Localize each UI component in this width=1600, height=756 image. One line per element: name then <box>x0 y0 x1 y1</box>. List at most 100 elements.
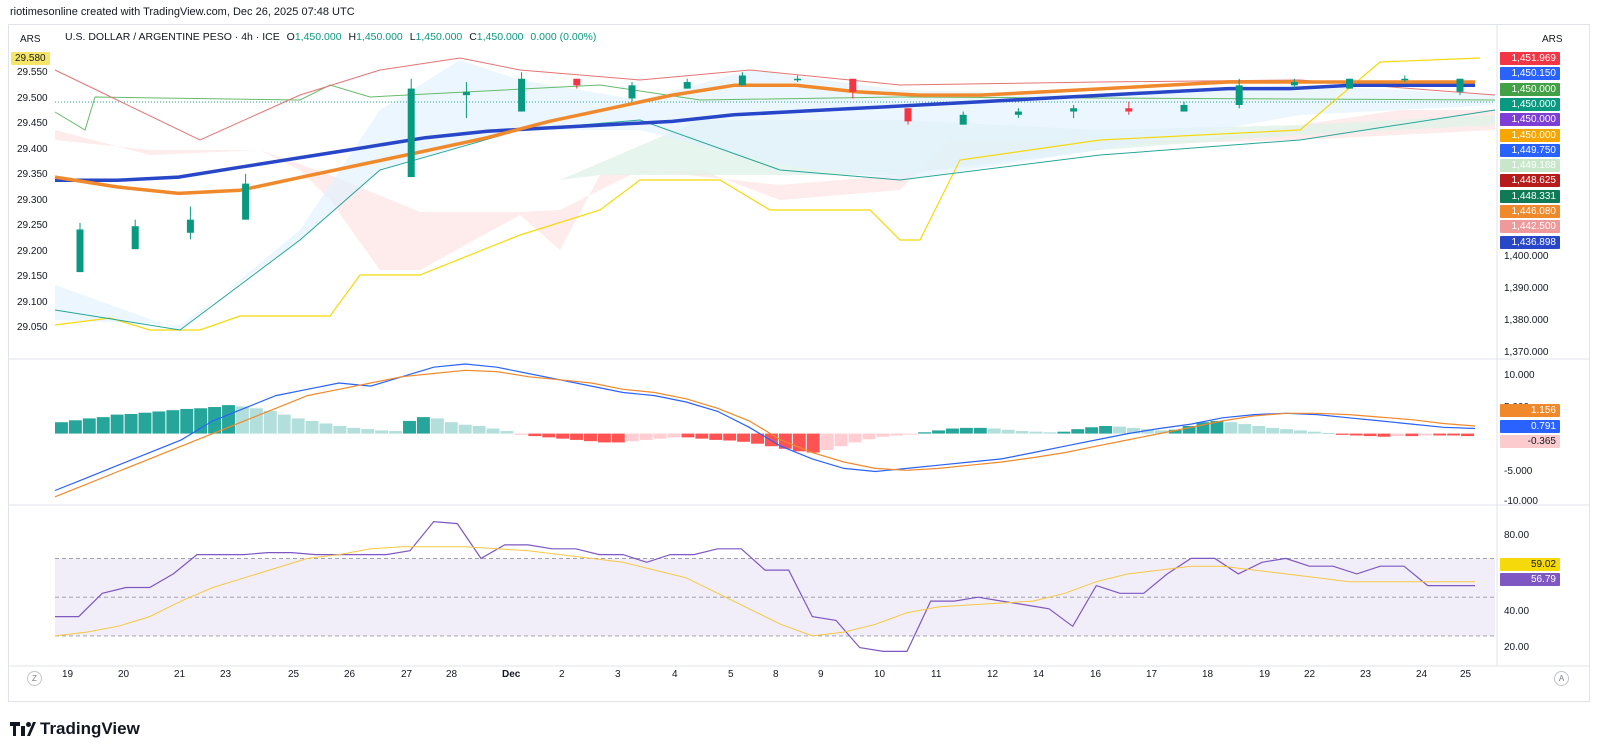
macd-histogram-bar <box>932 430 945 434</box>
chart-frame <box>8 24 1590 702</box>
macd-histogram-bar <box>1377 433 1391 437</box>
macd-histogram-bar <box>1294 430 1307 434</box>
high-value: 1,450.000 <box>356 31 403 43</box>
candle-body <box>462 91 470 96</box>
macd-histogram-bar <box>1252 425 1266 434</box>
time-axis-tick: 22 <box>1304 669 1316 680</box>
macd-histogram-bar <box>1057 431 1071 434</box>
macd-histogram-bar <box>1029 431 1043 434</box>
candle-body <box>1070 108 1078 112</box>
candle-body <box>683 82 691 89</box>
macd-histogram-bar <box>820 433 834 451</box>
right-axis-tick: 1,390.000 <box>1504 283 1549 294</box>
macd-histogram-bar <box>96 417 110 434</box>
macd-histogram-bar <box>709 433 723 440</box>
macd-histogram-bar <box>1307 431 1321 434</box>
time-axis-tick: 23 <box>220 669 232 680</box>
macd-histogram-bar <box>1349 433 1363 436</box>
timezone-button[interactable]: Z <box>27 671 42 686</box>
tradingview-logo[interactable]: TradingView <box>10 719 140 739</box>
candle-body <box>76 229 84 273</box>
left-axis-tick: 29.200 <box>17 245 48 257</box>
macd-histogram-bar <box>458 424 472 434</box>
candle <box>628 82 636 102</box>
candle-body <box>628 85 636 99</box>
macd-axis-tick: 10.000 <box>1504 370 1535 381</box>
macd-histogram-bar <box>416 417 430 434</box>
candle <box>1456 78 1464 96</box>
candle <box>794 75 802 83</box>
macd-histogram-bar <box>1363 433 1377 437</box>
macd-histogram-bar <box>1447 433 1461 436</box>
macd-histogram-bar <box>737 433 751 442</box>
price-tag: 1,450.150 <box>1500 67 1560 81</box>
price-tag: 1,450.000 <box>1500 97 1560 111</box>
rsi-ma-line <box>54 546 1475 637</box>
macd-histogram-bar <box>890 433 904 436</box>
candle-body <box>1290 82 1298 86</box>
open-key: O <box>286 31 295 43</box>
low-value: 1,450.000 <box>415 31 463 43</box>
bollinger-fill <box>55 60 1495 330</box>
candle-body <box>1180 104 1188 112</box>
macd-histogram-bar <box>1321 432 1335 434</box>
time-axis-tick: 10 <box>874 669 886 680</box>
symbol-label[interactable]: U.S. DOLLAR / ARGENTINE PESO · 4h · ICE <box>65 31 280 43</box>
macd-axis-tick: -5.000 <box>1504 466 1533 477</box>
macd-histogram-bar <box>1210 420 1224 434</box>
macd-histogram-bar <box>570 433 584 440</box>
rsi-tag: 56.79 <box>1500 573 1560 586</box>
macd-histogram-bar <box>1140 429 1154 434</box>
macd-histogram-bar <box>472 425 486 434</box>
macd-histogram-bar <box>681 433 695 438</box>
macd-histogram-bar <box>1015 431 1029 434</box>
macd-histogram-bar <box>1085 427 1099 434</box>
macd-histogram-bar <box>639 433 653 440</box>
macd-histogram-bar <box>1001 429 1015 434</box>
left-axis-tick: 29.150 <box>17 271 48 282</box>
time-axis-tick: 27 <box>401 669 413 680</box>
time-axis-tick: 16 <box>1090 669 1102 680</box>
time-axis-tick: 2 <box>559 669 565 680</box>
macd-histogram-bar <box>1280 429 1294 434</box>
chart-header: riotimesonline created with TradingView.… <box>10 6 355 18</box>
time-axis-tick: 28 <box>446 669 458 680</box>
macd-histogram-bar <box>973 427 987 434</box>
candle-body <box>242 183 250 220</box>
candle <box>1235 78 1243 109</box>
tradingview-logo-icon <box>10 722 36 736</box>
macd-line <box>54 363 1476 492</box>
price-tag: 1,451.969 <box>1500 52 1560 65</box>
logo-text: TradingView <box>40 719 140 738</box>
macd-histogram-bar <box>500 431 514 434</box>
macd-axis-tick: -10.000 <box>1504 496 1538 507</box>
low-key: L <box>409 31 416 43</box>
macd-histogram-bar <box>1266 427 1280 434</box>
candle-body <box>794 78 802 81</box>
candle-body <box>407 88 415 178</box>
macd-histogram-bar <box>1071 429 1085 434</box>
time-axis-tick: 23 <box>1360 669 1372 680</box>
candle <box>573 78 581 89</box>
price-tag: 1,446.080 <box>1500 205 1560 218</box>
close-value: 1,450.000 <box>476 31 524 43</box>
macd-histogram-bar <box>959 427 973 434</box>
macd-histogram-bar <box>1168 429 1182 434</box>
macd-tag: 0.791 <box>1500 419 1560 433</box>
left-axis-current-price: 29.580 <box>11 52 50 65</box>
macd-histogram-bar <box>138 412 152 434</box>
macd-histogram-bar <box>1099 425 1113 434</box>
time-axis-tick: 4 <box>672 669 678 680</box>
macd-histogram-bar <box>653 433 667 439</box>
candle-body <box>738 75 746 86</box>
macd-histogram-bar <box>166 410 180 434</box>
macd-histogram-bar <box>765 433 778 447</box>
currency-left: ARS <box>20 34 41 45</box>
candle-body <box>959 114 967 125</box>
auto-scale-button[interactable]: A <box>1554 671 1569 686</box>
candle <box>683 78 691 89</box>
left-axis-tick: 29.300 <box>17 194 48 206</box>
macd-histogram-bar <box>597 433 611 443</box>
left-axis-tick: 29.500 <box>17 92 48 104</box>
